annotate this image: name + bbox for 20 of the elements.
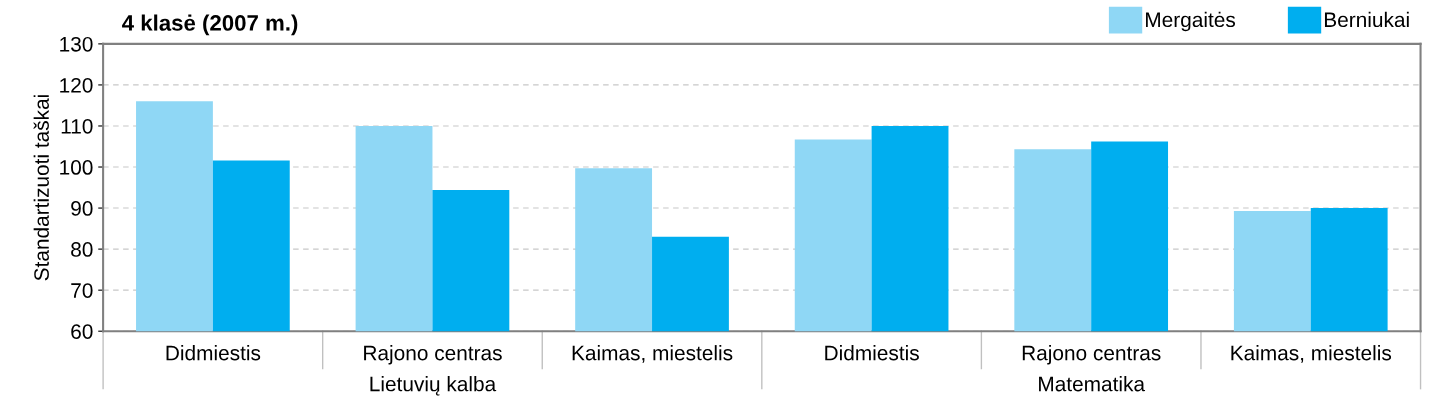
x-tick-label: Kaimas, miestelis <box>572 345 733 363</box>
legend-label: Berniukai <box>1324 11 1409 28</box>
y-tick-label: 90 <box>71 201 93 216</box>
x-tick-label: Didmiestis <box>166 345 261 361</box>
x-tick-label: Rajono centras <box>364 345 502 365</box>
x-tick-label: Didmiestis <box>825 345 919 361</box>
text: Matematika <box>1039 376 1146 392</box>
x-tick-label: Rajono centras <box>1022 345 1161 365</box>
x-tick-label: Kaimas, miestelis <box>1231 345 1392 363</box>
y-tick-label: 110 <box>61 118 93 134</box>
text: Lietuvių kalba <box>370 376 497 396</box>
y-tick-label: 70 <box>71 283 93 298</box>
legend-label: Mergaitės <box>1146 11 1236 32</box>
y-tick-label: 60 <box>71 324 93 339</box>
y-tick-label: 120 <box>60 77 93 93</box>
y-tick-label: 100 <box>60 160 93 175</box>
y-tick-label: 130 <box>60 36 93 52</box>
chart-title: 4 klasė (2007 m.) <box>122 14 298 36</box>
y-axis-title: Standartizuoti taškai <box>33 95 49 281</box>
y-tick-label: 80 <box>71 242 93 257</box>
